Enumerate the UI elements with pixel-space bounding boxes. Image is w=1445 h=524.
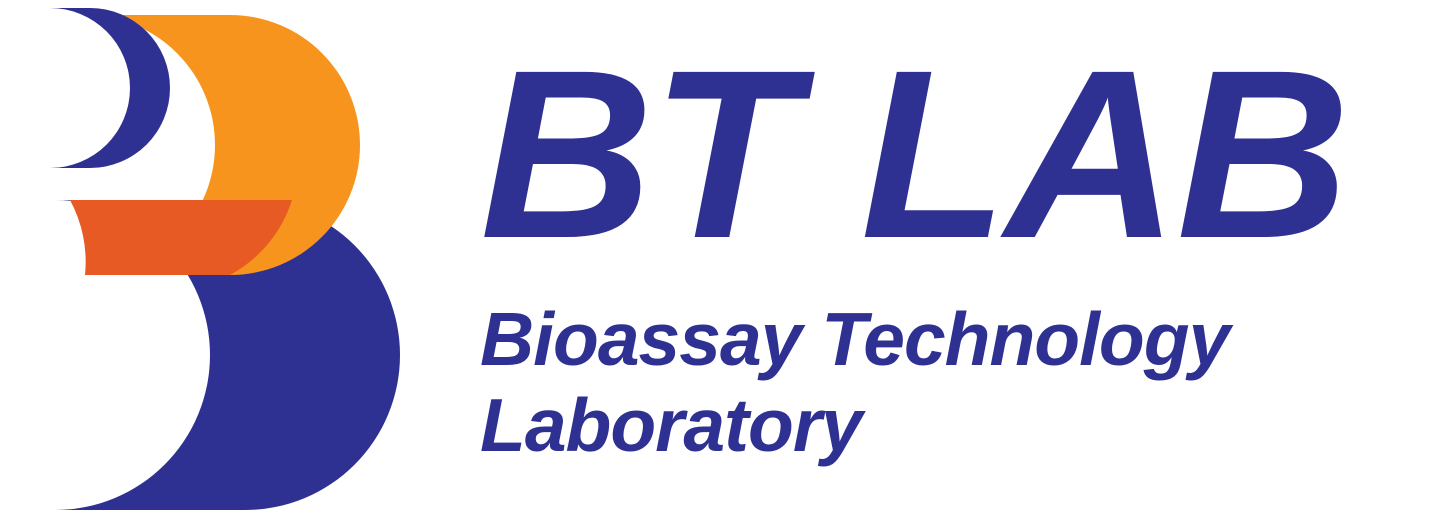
- brand-tagline: Bioassay Technology Laboratory: [480, 296, 1348, 469]
- logo-mark: [0, 0, 420, 524]
- logo-container: BT LAB Bioassay Technology Laboratory: [0, 0, 1445, 524]
- brand-title: BT LAB: [480, 40, 1348, 268]
- tagline-line-2: Laboratory: [480, 383, 862, 467]
- logo-text-block: BT LAB Bioassay Technology Laboratory: [420, 0, 1348, 469]
- tagline-line-1: Bioassay Technology: [480, 297, 1229, 381]
- logo-mark-svg: [0, 0, 420, 524]
